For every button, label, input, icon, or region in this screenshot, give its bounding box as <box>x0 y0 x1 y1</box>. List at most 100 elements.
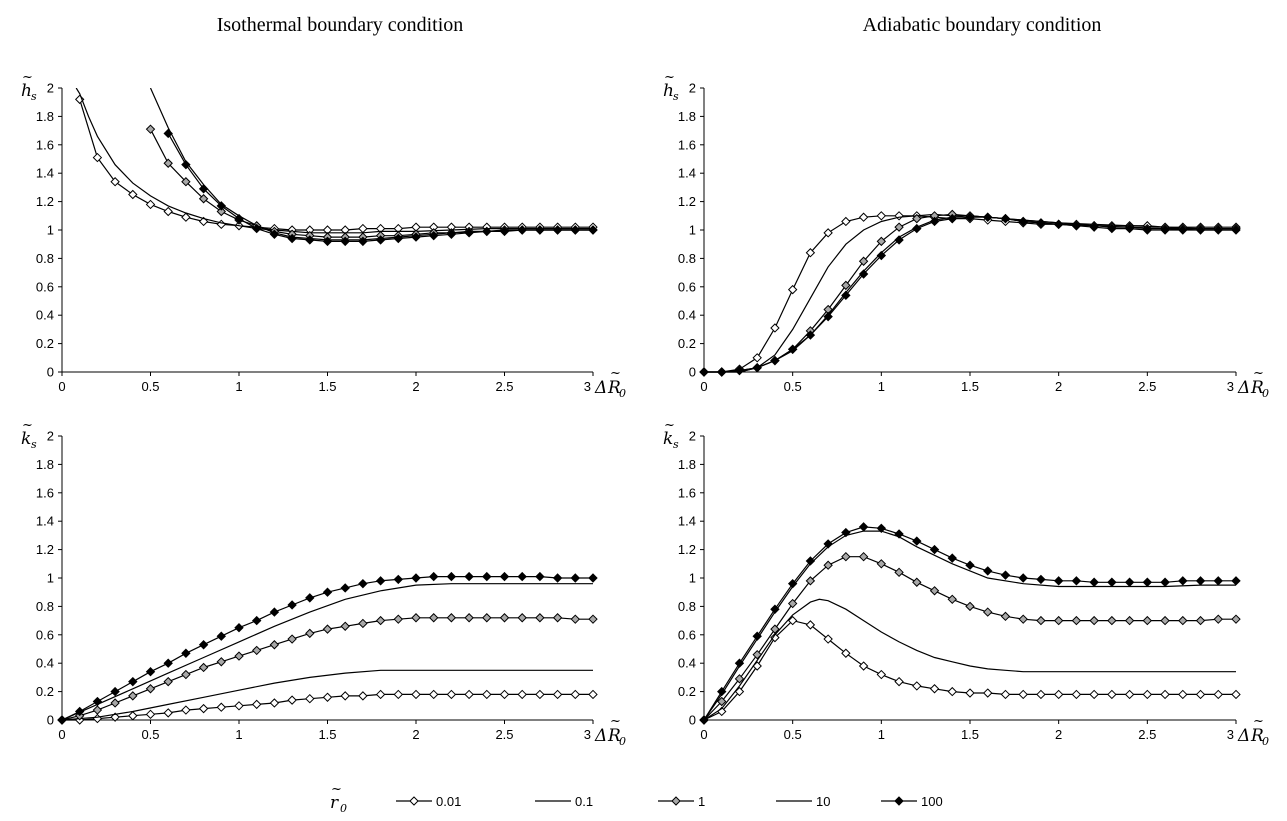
data-point-0.01 <box>770 323 780 333</box>
data-point-100 <box>305 593 315 603</box>
data-point-100 <box>216 631 227 641</box>
data-point-0.01 <box>1142 689 1153 700</box>
series-0.01 <box>699 211 1241 377</box>
data-point-0.01 <box>1071 689 1082 700</box>
series-line-0.01 <box>703 619 1236 721</box>
data-point-1 <box>216 206 227 217</box>
plot-area <box>699 522 1241 725</box>
data-point-0.01 <box>517 689 527 700</box>
data-point-100 <box>876 523 887 534</box>
series-0.01 <box>74 94 598 235</box>
y-tick-label: 0 <box>689 365 696 380</box>
data-point-100 <box>1178 576 1188 586</box>
data-point-100 <box>322 587 333 597</box>
data-point-100 <box>1036 574 1046 585</box>
data-point-100 <box>717 367 727 377</box>
data-point-100 <box>482 571 492 582</box>
data-point-100 <box>1195 576 1206 586</box>
data-point-100 <box>858 522 869 532</box>
legend: ~r 0 0.01 0.1 1 10 100 <box>330 782 943 815</box>
data-point-100 <box>717 686 727 697</box>
x-tick-label: 3 <box>584 727 591 742</box>
y-tick-label: 0.2 <box>678 336 696 351</box>
y-axis-label-subscript: s <box>31 90 37 103</box>
x-tick-label: 3 <box>1227 379 1234 394</box>
data-point-1 <box>1178 615 1188 626</box>
data-point-0.01 <box>198 703 209 714</box>
data-point-100 <box>446 229 457 239</box>
legend-item-1: 1 <box>658 794 705 809</box>
data-point-1 <box>1231 614 1241 624</box>
data-point-1 <box>965 601 975 612</box>
data-point-0.01 <box>752 353 762 363</box>
data-point-100 <box>517 225 527 235</box>
data-point-0.01 <box>1089 689 1099 700</box>
data-point-0.01 <box>965 688 975 698</box>
data-point-1 <box>588 614 598 624</box>
data-point-0.01 <box>145 199 156 210</box>
data-point-1 <box>858 256 869 266</box>
y-tick-label: 1.6 <box>36 485 54 500</box>
y-axis-label-symbol: h <box>21 81 32 101</box>
series-line-10 <box>61 583 593 721</box>
x-tick-label: 1.5 <box>961 379 979 394</box>
series-1 <box>699 209 1241 377</box>
y-tick-label: 1.2 <box>36 194 54 209</box>
legend-title-symbol: r <box>330 793 339 813</box>
data-point-100 <box>1018 216 1028 227</box>
series-line-0.1 <box>75 88 593 234</box>
plot-area <box>74 88 598 247</box>
data-point-1 <box>752 649 762 660</box>
data-point-1 <box>92 705 103 715</box>
series-100 <box>699 212 1241 377</box>
data-point-100 <box>1000 570 1011 580</box>
x-axis-label-delta: Δ <box>594 726 607 746</box>
data-point-100 <box>181 159 191 170</box>
y-tick-label: 1.6 <box>36 137 54 152</box>
data-point-0.01 <box>876 669 887 680</box>
data-point-100 <box>535 571 545 582</box>
y-tick-label: 2 <box>47 81 54 96</box>
y-axis-label-subscript: s <box>673 438 679 451</box>
data-point-100 <box>92 696 103 707</box>
x-tick-label: 0.5 <box>141 379 159 394</box>
x-tick-label: 1 <box>235 727 242 742</box>
data-point-0.01 <box>92 152 103 163</box>
data-point-0.01 <box>823 634 833 644</box>
data-point-0.01 <box>216 219 227 230</box>
y-tick-label: 0 <box>47 713 54 728</box>
legend-marker <box>409 796 419 806</box>
y-tick-label: 1.8 <box>678 457 696 472</box>
data-point-1 <box>929 586 940 596</box>
data-point-0.01 <box>570 689 581 700</box>
data-point-100 <box>1160 577 1170 587</box>
data-point-0.01 <box>110 177 120 187</box>
data-point-100 <box>181 648 191 658</box>
data-point-100 <box>305 235 315 245</box>
data-point-1 <box>128 691 138 701</box>
data-point-1 <box>1124 615 1135 626</box>
data-point-0.01 <box>358 691 368 701</box>
series-10 <box>149 88 593 241</box>
data-point-1 <box>1000 611 1011 622</box>
x-axis-label-subscript: 0 <box>619 735 626 748</box>
y-tick-label: 0.6 <box>678 279 696 294</box>
data-point-100 <box>734 658 745 668</box>
x-axis-label: Δ R~0 <box>1237 366 1269 400</box>
x-tick-label: 0.5 <box>141 727 159 742</box>
data-point-0.01 <box>1107 689 1117 700</box>
data-point-0.01 <box>876 211 887 221</box>
data-point-100 <box>358 578 368 589</box>
x-tick-label: 0.5 <box>784 379 802 394</box>
x-tick-label: 3 <box>1227 727 1234 742</box>
data-point-100 <box>1231 576 1241 586</box>
data-point-1 <box>876 559 887 569</box>
y-tick-label: 0 <box>689 713 696 728</box>
y-axis-label-subscript: s <box>31 438 37 451</box>
y-tick-label: 0.4 <box>36 308 54 323</box>
data-point-1 <box>375 615 386 626</box>
data-point-100 <box>535 225 545 235</box>
data-point-1 <box>947 594 957 605</box>
data-point-1 <box>198 662 209 673</box>
